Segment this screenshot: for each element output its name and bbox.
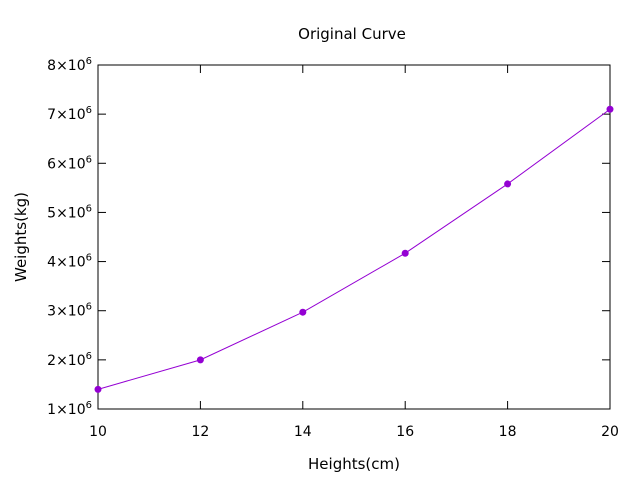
x-tick-label: 18: [499, 424, 517, 440]
y-tick-label: 7×106: [47, 105, 92, 123]
y-tick-label: 3×106: [47, 302, 92, 320]
chart-title: Original Curve: [298, 25, 406, 43]
x-axis: 10 12 14 16 18 20: [89, 65, 619, 440]
y-tick-label: 6×106: [47, 154, 92, 172]
x-tick-label: 20: [601, 424, 619, 440]
x-tick-label: 16: [396, 424, 414, 440]
data-point: [94, 385, 102, 393]
y-axis: 1×106 2×106 3×106 4×106 5×106 6×106 7×106 8×106: [47, 56, 610, 418]
y-tick-label: 5×106: [47, 203, 92, 221]
y-tick-label: 1×106: [47, 400, 92, 418]
y-axis-title: Weights(kg): [12, 192, 30, 282]
x-axis-title: Heights(cm): [308, 455, 400, 473]
x-tick-label: 14: [294, 424, 312, 440]
series-layer: [94, 105, 614, 393]
y-tick-label: 2×106: [47, 351, 92, 369]
data-point: [196, 356, 204, 364]
plot-frame: [97, 64, 611, 410]
x-tick-label: 12: [191, 424, 209, 440]
data-point: [299, 308, 307, 316]
data-point: [504, 180, 512, 188]
series-line: [97, 108, 611, 390]
data-point: [606, 105, 614, 113]
data-point: [401, 249, 409, 257]
y-tick-label: 4×106: [47, 253, 92, 271]
y-tick-label: 8×106: [47, 56, 92, 74]
x-tick-label: 10: [89, 424, 107, 440]
